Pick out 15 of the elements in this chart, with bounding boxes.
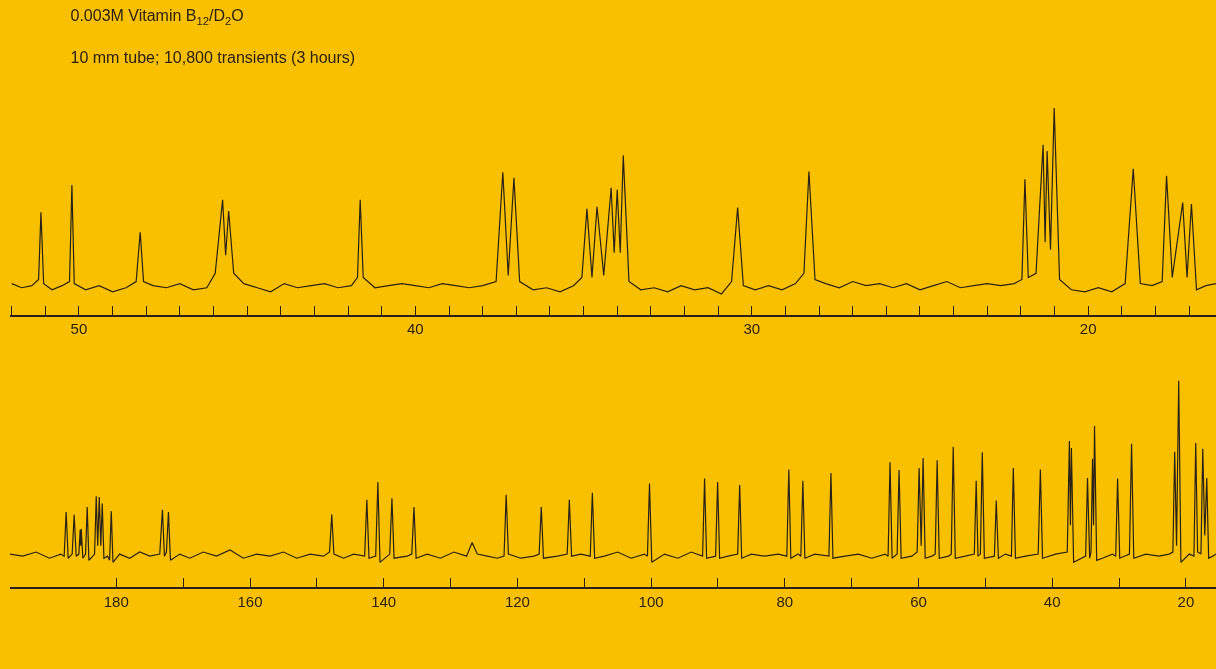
x-tick-label: 80 xyxy=(776,592,794,610)
x-tick-label: 60 xyxy=(910,592,927,610)
x-tick-label: 40 xyxy=(407,320,424,338)
chart-title: 0.003M Vitamin B$_{12}$/D$_{2}$O xyxy=(70,7,244,27)
chart-subtitle: 10 mm tube; 10,800 transients (3 hours) xyxy=(70,49,356,67)
x-tick-label: 120 xyxy=(504,592,530,610)
x-tick-label: 180 xyxy=(103,592,129,610)
x-tick-label: 20 xyxy=(1177,592,1195,610)
x-tick-label: 40 xyxy=(1043,592,1061,610)
x-tick-label: 20 xyxy=(1079,320,1097,338)
x-tick-label: 50 xyxy=(70,320,88,338)
x-tick-label: 160 xyxy=(237,592,263,610)
x-tick-label: 140 xyxy=(371,592,397,610)
x-tick-label: 30 xyxy=(743,320,761,338)
x-tick-label: 100 xyxy=(638,592,664,610)
